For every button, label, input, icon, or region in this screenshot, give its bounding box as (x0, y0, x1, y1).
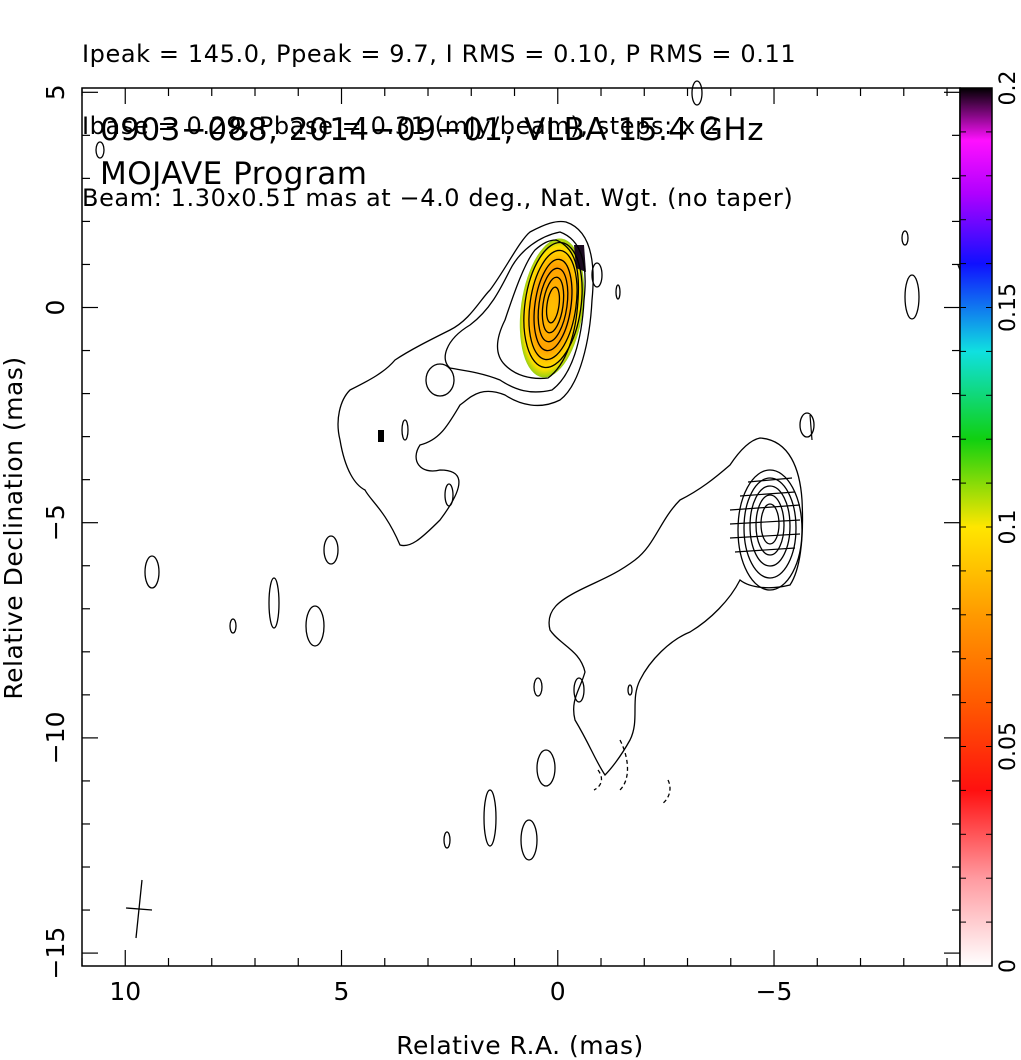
y-tick-label: −10 (41, 712, 70, 765)
evpa-vectors (729, 264, 963, 553)
header-line-1: Ipeak = 145.0, Ppeak = 9.7, I RMS = 0.10… (82, 40, 797, 68)
x-tick-labels: 10 5 0 −5 (109, 977, 792, 1006)
colorbar-labels: 0 0.05 0.1 0.15 0.2 (996, 71, 1021, 974)
x-axis-label: Relative R.A. (mas) (396, 1031, 643, 1060)
colorbar-tick-label: 0.1 (996, 510, 1021, 545)
header-line-2: Ibase = 0.29, Pbase = 0.31 (mJy/beam), s… (82, 112, 720, 140)
colorbar-tick-label: 0.05 (996, 722, 1021, 771)
colorbar-ticks (960, 87, 992, 967)
y-tick-label: 5 (41, 84, 70, 100)
x-tick-label: −5 (756, 977, 793, 1006)
x-tick-label: 10 (109, 977, 141, 1006)
polarization-image (378, 238, 586, 442)
y-axis-label: Relative Declination (mas) (0, 356, 28, 699)
beam-ellipse (125, 879, 153, 939)
x-tick-label: 0 (550, 977, 566, 1006)
colorbar-tick-label: 0 (996, 959, 1021, 973)
x-tick-label: 5 (334, 977, 350, 1006)
axis-ticks (81, 88, 960, 966)
chart-title: 0903−088, 2014−09−01, VLBA 15.4 GHz (100, 112, 764, 148)
colorbar-tick-label: 0.2 (996, 71, 1021, 106)
colorbar-tick-label: 0.15 (996, 283, 1021, 332)
y-tick-label: −15 (41, 927, 70, 980)
header-line-3: Beam: 1.30x0.51 mas at −4.0 deg., Nat. W… (82, 184, 794, 212)
y-tick-labels: 5 0 −5 −10 −15 (41, 84, 70, 979)
contour-lines (95, 80, 920, 861)
header-info: Ipeak = 145.0, Ppeak = 9.7, I RMS = 0.10… (82, 0, 796, 234)
y-tick-label: 0 (41, 300, 70, 316)
chart-subtitle: MOJAVE Program (100, 156, 367, 192)
y-tick-label: −5 (41, 504, 70, 541)
